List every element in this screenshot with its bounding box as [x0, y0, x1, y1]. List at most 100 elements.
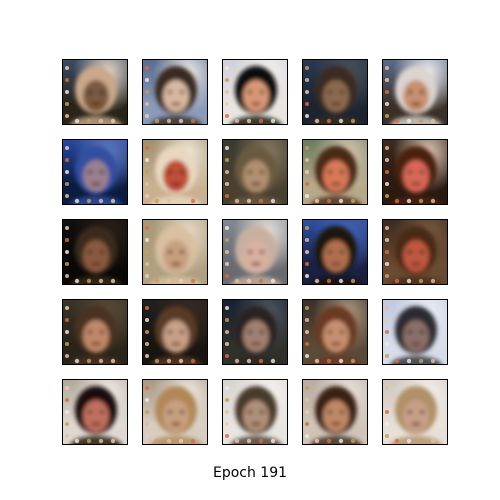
edge-artifact-dot [111, 439, 115, 443]
edge-artifact-dot [155, 359, 159, 363]
face-region [163, 400, 189, 432]
face-blur-shape [223, 60, 287, 124]
edge-artifact-dot [419, 439, 423, 443]
edge-artifact-dot [385, 102, 389, 106]
face-region [83, 80, 109, 112]
edge-artifact-dot [87, 119, 91, 123]
edge-artifact-dot [225, 330, 229, 334]
eye-region [167, 410, 172, 413]
eye-region [167, 250, 172, 253]
edge-artifact-dot [431, 279, 435, 283]
edge-artifact-dot [65, 274, 69, 278]
edge-artifact-dot [305, 434, 309, 438]
edge-artifact-dot [385, 182, 389, 186]
mouth-region [251, 182, 261, 186]
edge-artifact-dot [225, 410, 229, 414]
edge-artifact-dot [259, 119, 263, 123]
edge-artifact-dot [305, 330, 309, 334]
edge-artifact-dot [155, 199, 159, 203]
edge-artifact-dot [65, 90, 69, 94]
edge-artifact-dot [145, 66, 149, 70]
edge-artifact-dot [385, 78, 389, 82]
edge-artifact-dot [167, 119, 171, 123]
edge-artifact-dot [259, 199, 263, 203]
face-blur-shape [223, 220, 287, 284]
edge-artifact-dot [179, 439, 183, 443]
face-blur-shape [303, 60, 367, 124]
mouth-region [251, 422, 261, 426]
edge-artifact-dot [65, 262, 69, 266]
edge-artifact-dot [65, 158, 69, 162]
edge-artifact-dot [305, 158, 309, 162]
edge-artifact-dot [65, 422, 69, 426]
edge-artifact-dot [339, 119, 343, 123]
face-region [323, 400, 349, 432]
edge-artifact-dot [351, 279, 355, 283]
generated-face-tile [142, 379, 208, 445]
mouth-region [411, 262, 421, 266]
edge-artifact-dot [65, 250, 69, 254]
edge-artifact-dot [395, 359, 399, 363]
eye-region [179, 410, 184, 413]
edge-artifact-dot [431, 359, 435, 363]
edge-artifact-dot [75, 359, 79, 363]
edge-artifact-dot [225, 422, 229, 426]
edge-artifact-dot [155, 439, 159, 443]
edge-artifact-dot [145, 274, 149, 278]
edge-artifact-dot [167, 439, 171, 443]
edge-artifact-dot [167, 279, 171, 283]
eye-region [419, 170, 424, 173]
face-blur-shape [63, 60, 127, 124]
edge-artifact-dot [225, 226, 229, 230]
edge-artifact-dot [225, 194, 229, 198]
face-region [83, 400, 109, 432]
mouth-region [171, 182, 181, 186]
eye-region [407, 170, 412, 173]
edge-artifact-dot [395, 199, 399, 203]
edge-artifact-dot [271, 359, 275, 363]
generated-face-tile [302, 219, 368, 285]
edge-artifact-dot [145, 262, 149, 266]
edge-artifact-dot [145, 78, 149, 82]
edge-artifact-dot [385, 410, 389, 414]
edge-artifact-dot [87, 279, 91, 283]
edge-artifact-dot [305, 262, 309, 266]
edge-artifact-dot [145, 226, 149, 230]
edge-artifact-dot [235, 439, 239, 443]
edge-artifact-dot [65, 238, 69, 242]
generated-face-tile [382, 299, 448, 365]
eye-region [179, 90, 184, 93]
edge-artifact-dot [431, 199, 435, 203]
edge-artifact-dot [145, 386, 149, 390]
edge-artifact-dot [225, 238, 229, 242]
face-region [323, 240, 349, 272]
edge-artifact-dot [305, 226, 309, 230]
mouth-region [331, 422, 341, 426]
edge-artifact-dot [385, 434, 389, 438]
edge-artifact-dot [327, 359, 331, 363]
edge-artifact-dot [431, 119, 435, 123]
edge-artifact-dot [225, 434, 229, 438]
edge-artifact-dot [271, 439, 275, 443]
face-region [403, 400, 429, 432]
face-blur-shape [63, 300, 127, 364]
edge-artifact-dot [351, 119, 355, 123]
edge-artifact-dot [65, 102, 69, 106]
edge-artifact-dot [225, 102, 229, 106]
eye-region [407, 90, 412, 93]
generated-face-tile [62, 299, 128, 365]
edge-artifact-dot [235, 359, 239, 363]
edge-artifact-dot [225, 114, 229, 118]
face-region [83, 160, 109, 192]
edge-artifact-dot [327, 119, 331, 123]
eye-region [247, 170, 252, 173]
face-region [403, 160, 429, 192]
eye-region [99, 90, 104, 93]
edge-artifact-dot [385, 398, 389, 402]
edge-artifact-dot [65, 226, 69, 230]
edge-artifact-dot [395, 279, 399, 283]
eye-region [327, 330, 332, 333]
generated-face-tile [62, 379, 128, 445]
edge-artifact-dot [305, 66, 309, 70]
